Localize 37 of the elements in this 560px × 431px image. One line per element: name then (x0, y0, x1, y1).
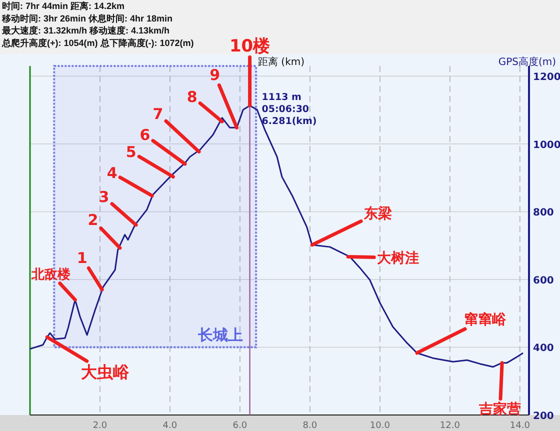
y-tick-label: 1200 (533, 72, 560, 84)
y-tick-label: 800 (533, 208, 554, 219)
annotation: 4 (106, 164, 118, 182)
annotation: 1 (76, 248, 88, 267)
x-tick-label: 10.0 (370, 421, 390, 431)
y-tick-label: 200 (533, 411, 554, 422)
text: 最大速度: 31.32km/h 移动速度: 4.13km/h (1, 26, 170, 36)
x-tick-label: 14.0 (510, 421, 530, 431)
annotation: 吉家营 (478, 400, 522, 418)
annotation: 6 (140, 126, 150, 144)
x-axis-title: 距离 (km) (258, 56, 305, 68)
text: 移动时间: 3hr 26min 休息时间: 4hr 18min (1, 13, 173, 24)
annotation: 5 (126, 143, 136, 162)
annotation: 大虫峪 (81, 362, 130, 382)
annotation: 7 (152, 104, 164, 123)
text: 时间: 7hr 44min 距离: 14.2km (2, 1, 125, 11)
ref-line-label: 1113 m 05:06:30 6.281(km) (262, 92, 317, 127)
annotation: 3 (98, 188, 110, 206)
y-axis-title: GPS高度(m) (498, 56, 556, 68)
x-tick-label: 6.0 (232, 421, 248, 431)
annotation: 9 (210, 66, 220, 84)
annotation: 2 (88, 211, 98, 230)
annotation: 北敌楼 (30, 267, 72, 282)
y-tick-label: 600 (533, 275, 554, 286)
x-tick-label: 12.0 (440, 421, 460, 431)
annotation: 8 (186, 88, 198, 106)
annotation: 10楼 (229, 36, 272, 57)
annotation: 大树洼 (377, 250, 420, 267)
x-tick-label: 8.0 (302, 421, 318, 431)
text: 总爬升高度(+): 1054(m) 总下降高度(-): 1072(m) (1, 38, 194, 48)
y-tick-label: 1000 (533, 140, 560, 151)
x-tick-label: 2.0 (92, 421, 108, 431)
annotation: 窜窜峪 (464, 310, 508, 328)
x-tick-label: 4.0 (162, 421, 178, 431)
annotation: 东梁 (363, 204, 392, 222)
band-label: 长城上 (197, 326, 244, 344)
y-tick-label: 400 (533, 343, 554, 354)
